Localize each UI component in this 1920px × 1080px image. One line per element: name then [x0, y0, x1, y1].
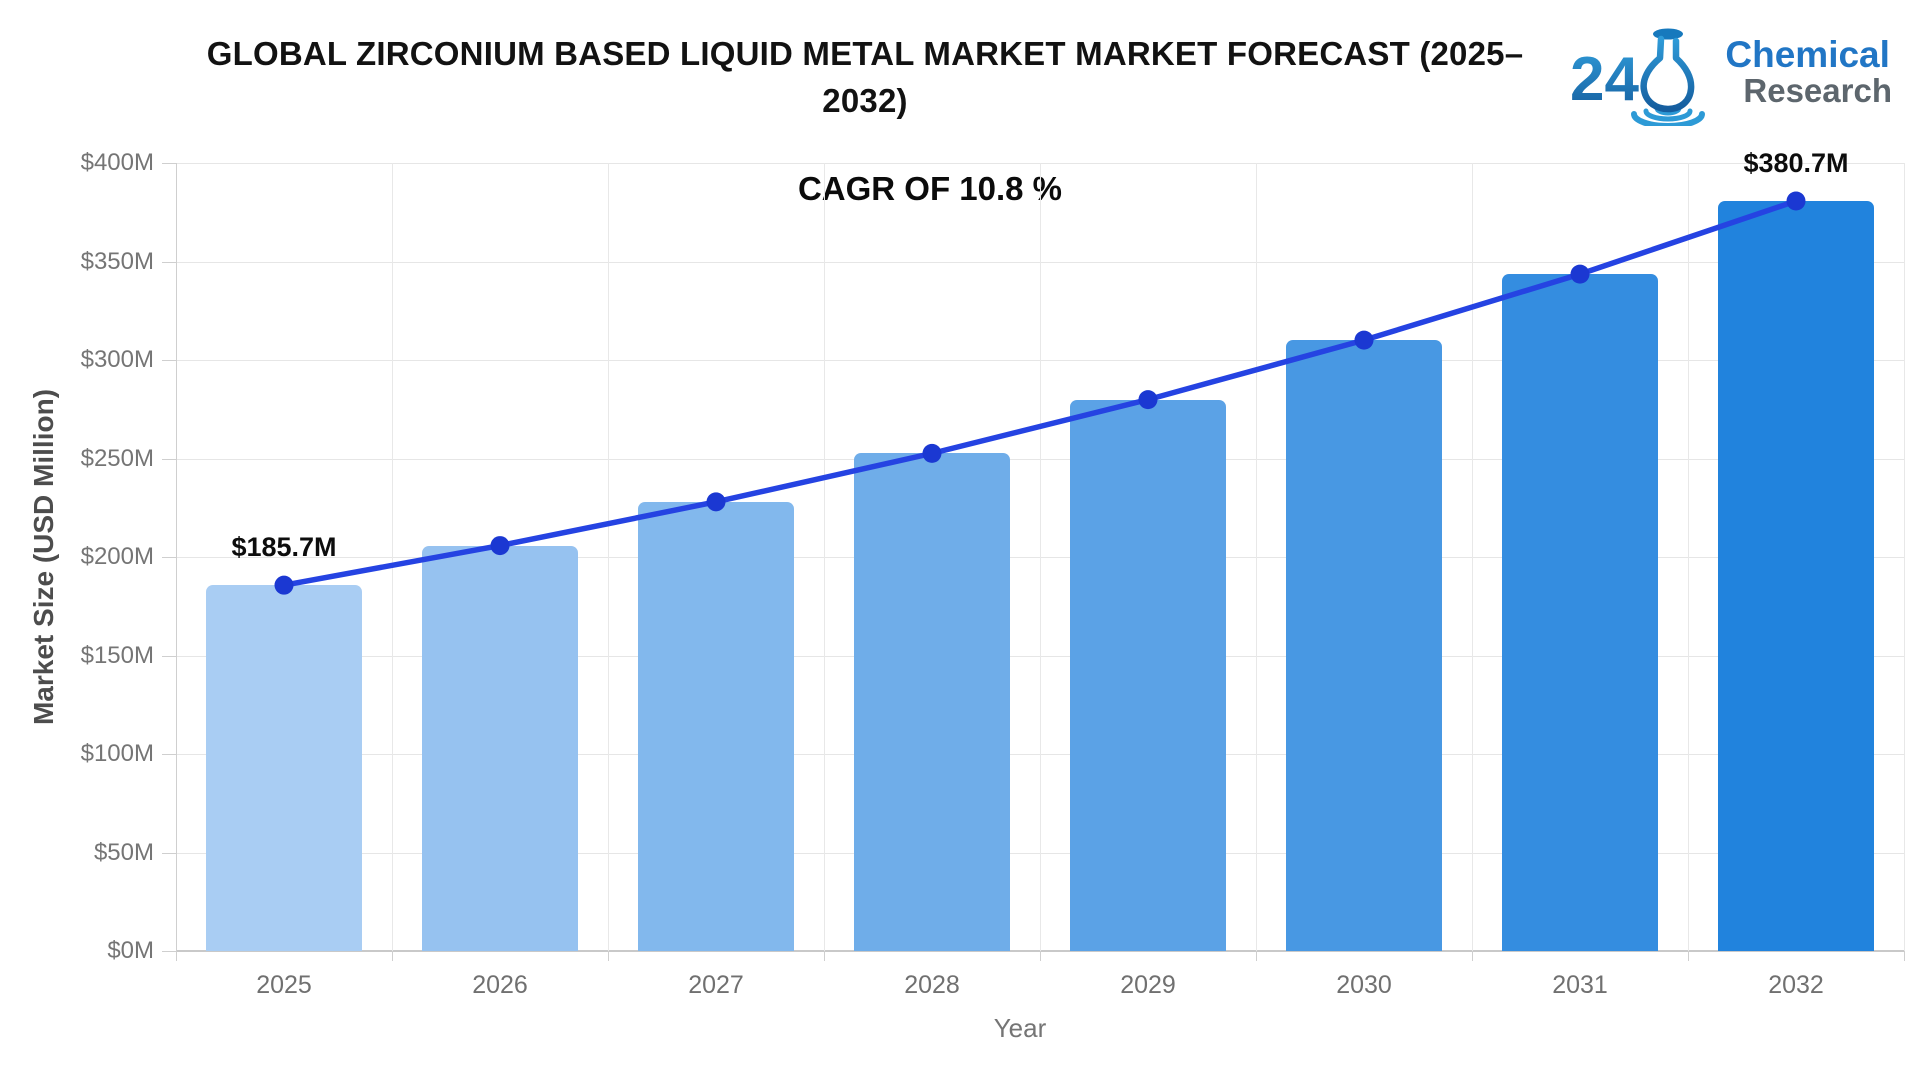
bar-2028: [854, 453, 1010, 951]
plot-area: $0M $50M $100M $150M $200M $250M $300M $350M $40…: [81, 148, 1905, 999]
x-tickmark-4: [1040, 951, 1041, 961]
gridline-v-8: [1904, 163, 1905, 951]
y-tick-label: $100M: [80, 740, 154, 767]
y-axis-line: [176, 163, 177, 951]
logo-research: Research: [1743, 72, 1892, 109]
y-tickmark-0: [162, 951, 176, 952]
value-label-2032: $380.7M: [1743, 148, 1849, 179]
brand-logo: 24 Chemical Research: [1564, 18, 1892, 126]
y-tick-label: $350M: [80, 247, 154, 275]
x-tickmark-2: [608, 951, 609, 961]
logo-number: 24: [1570, 45, 1639, 114]
flask-icon: 24: [1570, 28, 1706, 126]
x-tick-label-2030: 2030: [1336, 971, 1392, 999]
bar-2027: [638, 501, 794, 951]
y-tick-label: $300M: [80, 346, 154, 373]
gridline-v-4: [1040, 163, 1041, 951]
y-tickmark-350: [162, 261, 176, 263]
x-tick-label-2031: 2031: [1552, 971, 1608, 999]
x-tick-label-2026: 2026: [472, 971, 528, 999]
y-tickmark-200: [162, 557, 176, 558]
y-tickmark-250: [162, 458, 176, 460]
x-tickmark-3: [824, 951, 825, 961]
gridline-v-3: [824, 163, 825, 951]
y-tick-label: $0M: [107, 937, 154, 964]
chart-title-line1: GLOBAL ZIRCONIUM BASED LIQUID METAL MARK…: [206, 35, 1524, 72]
bar-2025: [206, 585, 362, 951]
logo-text: Chemical Research: [1725, 36, 1892, 108]
bar-2026: [422, 545, 578, 951]
y-tick-label: $250M: [80, 444, 154, 472]
logo-chemical: Chemical: [1725, 34, 1890, 75]
y-tick-label: $150M: [80, 641, 154, 669]
y-tickmark-150: [162, 655, 176, 657]
y-tickmark-300: [162, 360, 176, 361]
x-tick-label-2029: 2029: [1120, 971, 1176, 999]
x-tickmark-5: [1256, 951, 1257, 961]
x-tick-label-2025: 2025: [256, 971, 312, 999]
gridline-v-6: [1472, 163, 1473, 951]
gridline-v-2: [608, 163, 609, 951]
y-tickmark-400: [162, 163, 176, 164]
bar-2031: [1502, 274, 1658, 951]
x-tickmark-6: [1472, 951, 1473, 961]
y-tickmark-100: [162, 754, 176, 755]
x-axis-title: Year: [993, 1013, 1047, 1043]
bar-2030: [1286, 340, 1442, 951]
bar-2029: [1070, 399, 1226, 951]
x-tickmark-7: [1688, 951, 1689, 961]
gridline-v-1: [392, 163, 393, 951]
bar-2032: [1718, 201, 1874, 951]
chart-title-line2: 2032): [822, 82, 908, 119]
x-tickmark-0: [176, 951, 177, 961]
gridline-v-7: [1688, 163, 1689, 951]
value-label-2025: $185.7M: [231, 532, 337, 563]
y-tick-label: $200M: [80, 543, 154, 570]
y-axis-title: Market Size (USD Million): [28, 388, 59, 726]
y-tickmark-50: [162, 852, 176, 854]
x-tick-label-2028: 2028: [904, 971, 960, 999]
y-tick-label: $400M: [80, 149, 154, 176]
gridline-v-5: [1256, 163, 1257, 951]
x-tick-label-2027: 2027: [688, 971, 744, 999]
y-tick-label: $50M: [93, 838, 154, 866]
chart-title: GLOBAL ZIRCONIUM BASED LIQUID METAL MARK…: [0, 30, 1730, 124]
x-tickmark-1: [392, 951, 393, 961]
x-tick-label-2032: 2032: [1768, 971, 1824, 999]
x-tickmark-8: [1904, 951, 1905, 961]
